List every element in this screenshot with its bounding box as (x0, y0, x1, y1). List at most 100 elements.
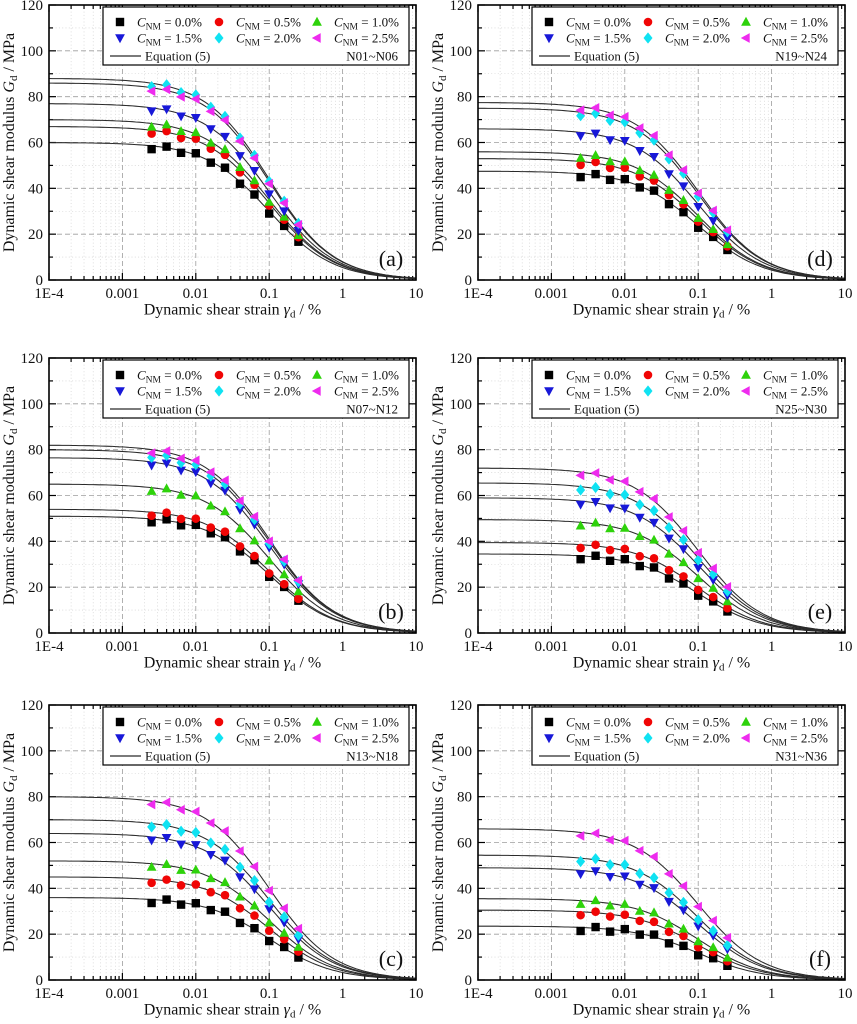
svg-text:0.01: 0.01 (612, 286, 638, 302)
legend-sample-range: N01~N06 (346, 49, 398, 64)
svg-text:120: 120 (450, 698, 473, 714)
svg-text:0: 0 (465, 973, 473, 989)
legend-entry-label: CNM = 0.5% (236, 368, 301, 386)
series-points-cnm-0.0% (147, 895, 303, 962)
svg-text:0: 0 (36, 273, 44, 289)
svg-text:0: 0 (465, 273, 473, 289)
series-points-cnm-0.5% (576, 540, 732, 613)
svg-text:0.1: 0.1 (689, 639, 708, 655)
legend-equation-label: Equation (5) (145, 402, 210, 417)
svg-text:80: 80 (457, 90, 472, 106)
series-points-cnm-0.5% (147, 508, 303, 604)
svg-text:0.1: 0.1 (260, 986, 279, 1002)
legend-entry-label: CNM = 0.0% (137, 715, 202, 733)
x-tick-labels: 1E-4 0.001 0.01 0.1 1 10 (34, 286, 423, 302)
legend-sample-range: N13~N18 (346, 749, 398, 764)
series-points-cnm-1.0% (146, 483, 304, 596)
y-axis-title: Dynamic shear modulus Gd / MPa (1, 733, 20, 952)
svg-text:1E-4: 1E-4 (34, 639, 64, 655)
legend-entry-label: CNM = 1.5% (137, 384, 202, 402)
y-tick-labels: 0 20 40 60 80 100 120 (450, 351, 473, 642)
x-axis-title: Dynamic shear strain γd / % (573, 1002, 751, 1021)
legend-entry-label: CNM = 1.0% (763, 15, 828, 33)
legend-sample-range: N07~N12 (346, 402, 398, 417)
legend-entry-label: CNM = 1.5% (566, 731, 631, 749)
x-tick-labels: 1E-4 0.001 0.01 0.1 1 10 (463, 639, 852, 655)
svg-text:0.001: 0.001 (535, 639, 569, 655)
svg-text:1: 1 (768, 639, 776, 655)
legend-entry-label: CNM = 0.5% (236, 15, 301, 33)
series-points-cnm-1.0% (146, 119, 304, 240)
svg-text:60: 60 (28, 836, 43, 852)
svg-text:40: 40 (457, 181, 472, 197)
x-tick-labels: 1E-4 0.001 0.01 0.1 1 10 (34, 639, 423, 655)
y-tick-labels: 0 20 40 60 80 100 120 (450, 0, 473, 289)
fit-curves (478, 828, 846, 981)
svg-text:0: 0 (36, 973, 44, 989)
svg-text:0.01: 0.01 (612, 986, 638, 1002)
series-points-cnm-0.0% (576, 169, 732, 255)
legend-sample-range: N19~N24 (775, 49, 827, 64)
svg-text:10: 10 (838, 286, 853, 302)
series-points-cnm-1.5% (575, 497, 733, 601)
series-points-cnm-1.5% (146, 105, 304, 236)
legend-equation-label: Equation (5) (574, 402, 639, 417)
svg-text:120: 120 (21, 0, 44, 14)
svg-text:20: 20 (457, 227, 472, 243)
legend-entry-label: CNM = 0.5% (665, 715, 730, 733)
legend-entry-label: CNM = 1.5% (566, 31, 631, 49)
plot-frame (48, 357, 417, 634)
legend-entry-label: CNM = 1.5% (566, 384, 631, 402)
series-points-cnm-2.5% (146, 446, 303, 586)
svg-text:80: 80 (457, 790, 472, 806)
panel-d: 0 20 40 60 80 100 120 1E-4 0.001 0.01 0.1 1 10 Dynami… (430, 0, 853, 321)
svg-text:100: 100 (450, 744, 473, 760)
legend-box: CNM = 0.0% CNM = 0.5% CNM = 1.0% CNM = 1.5%… (531, 359, 839, 419)
series-points-cnm-1.5% (146, 833, 304, 945)
legend-entry-label: CNM = 0.0% (566, 368, 631, 386)
x-axis-title: Dynamic shear strain γd / % (573, 655, 751, 674)
svg-text:100: 100 (21, 44, 44, 60)
legend-entry-label: CNM = 1.0% (334, 368, 399, 386)
svg-text:0.001: 0.001 (535, 286, 569, 302)
panel-tag: (d) (807, 246, 833, 271)
plot-frame (48, 704, 417, 981)
legend-entry-label: CNM = 0.0% (566, 715, 631, 733)
svg-text:100: 100 (21, 397, 44, 413)
svg-text:80: 80 (457, 443, 472, 459)
panel-tag: (a) (379, 246, 403, 271)
svg-text:20: 20 (457, 927, 472, 943)
svg-text:120: 120 (21, 351, 44, 367)
legend-entry-label: CNM = 2.5% (763, 731, 828, 749)
legend-entry-label: CNM = 1.0% (334, 715, 399, 733)
legend-entry-label: CNM = 1.0% (763, 368, 828, 386)
panel-tag: (b) (378, 599, 404, 624)
legend-entry-label: CNM = 1.5% (137, 731, 202, 749)
legend-entry-label: CNM = 2.0% (665, 31, 730, 49)
panel-c: 0 20 40 60 80 100 120 1E-4 0.001 0.01 0.1 1 10 Dynami… (1, 698, 424, 1021)
legend-box: CNM = 0.0% CNM = 0.5% CNM = 1.0% CNM = 1.5%… (531, 706, 839, 766)
series-points-cnm-2.5% (146, 84, 303, 230)
svg-text:20: 20 (28, 227, 43, 243)
svg-text:10: 10 (409, 639, 424, 655)
panel-f: 0 20 40 60 80 100 120 1E-4 0.001 0.01 0.1 1 10 Dynami… (430, 698, 853, 1021)
legend-equation-label: Equation (5) (145, 49, 210, 64)
fit-curves (478, 102, 846, 280)
legend-entry-label: CNM = 0.5% (665, 15, 730, 33)
legend-entry-label: CNM = 1.5% (137, 31, 202, 49)
y-tick-labels: 0 20 40 60 80 100 120 (21, 351, 44, 642)
svg-text:20: 20 (28, 580, 43, 596)
plot-frame (477, 357, 846, 634)
legend-entry-label: CNM = 2.0% (665, 731, 730, 749)
fit-curves (48, 77, 417, 280)
svg-text:0: 0 (36, 626, 44, 642)
legend-box: CNM = 0.0% CNM = 0.5% CNM = 1.0% CNM = 1.5%… (531, 6, 839, 66)
svg-text:0.001: 0.001 (106, 286, 140, 302)
svg-text:1E-4: 1E-4 (34, 986, 64, 1002)
y-tick-labels: 0 20 40 60 80 100 120 (21, 0, 44, 289)
panel-e: 0 20 40 60 80 100 120 1E-4 0.001 0.01 0.1 1 10 Dynami… (430, 351, 853, 674)
series-points-cnm-0.5% (147, 875, 303, 956)
legend-entry-label: CNM = 0.0% (137, 15, 202, 33)
legend-entry-label: CNM = 0.5% (236, 715, 301, 733)
